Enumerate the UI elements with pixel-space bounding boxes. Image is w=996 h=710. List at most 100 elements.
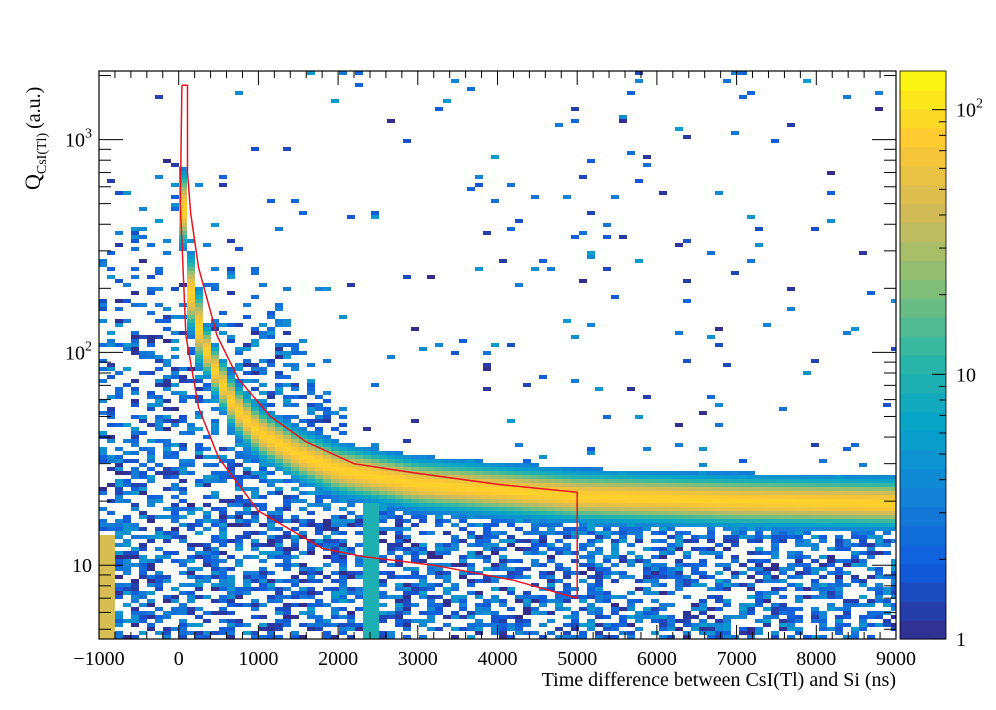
heatmap-cell bbox=[771, 603, 779, 607]
heatmap-cell bbox=[187, 263, 195, 267]
heatmap-cell bbox=[659, 487, 667, 491]
heatmap-cell bbox=[139, 611, 147, 615]
heatmap-cell bbox=[475, 591, 483, 595]
heatmap-cell bbox=[883, 495, 891, 499]
heatmap-cell bbox=[411, 495, 419, 499]
heatmap-cell bbox=[131, 267, 139, 271]
heatmap-cell bbox=[203, 543, 211, 547]
heatmap-cell bbox=[131, 595, 139, 599]
heatmap-cell bbox=[347, 599, 355, 603]
heatmap-cell bbox=[891, 347, 896, 351]
heatmap-cell bbox=[467, 531, 475, 535]
heatmap-cell bbox=[283, 459, 291, 463]
heatmap-cell bbox=[315, 615, 323, 619]
heatmap-cell bbox=[731, 583, 739, 587]
heatmap-cell bbox=[699, 511, 707, 515]
heatmap-cell bbox=[803, 527, 811, 531]
heatmap-cell bbox=[179, 219, 187, 223]
heatmap-cell bbox=[563, 527, 571, 531]
heatmap-cell bbox=[635, 599, 643, 603]
heatmap-cell bbox=[435, 107, 443, 111]
heatmap-cell bbox=[363, 559, 371, 563]
heatmap-cell bbox=[723, 495, 731, 499]
heatmap-cell bbox=[619, 559, 627, 563]
heatmap-cell bbox=[355, 523, 363, 527]
heatmap-cell bbox=[355, 595, 363, 599]
heatmap-cell bbox=[299, 563, 307, 567]
heatmap-cell bbox=[787, 511, 795, 515]
heatmap-cell bbox=[891, 595, 896, 599]
heatmap-cell bbox=[675, 535, 683, 539]
heatmap-cell bbox=[867, 623, 875, 627]
heatmap-cell bbox=[235, 415, 243, 419]
heatmap-cell bbox=[787, 479, 795, 483]
heatmap-cell bbox=[595, 551, 603, 555]
heatmap-cell bbox=[403, 439, 411, 443]
heatmap-cell bbox=[547, 527, 555, 531]
heatmap-cell bbox=[435, 611, 443, 615]
heatmap-cell bbox=[643, 527, 651, 531]
heatmap-cell bbox=[115, 527, 123, 531]
heatmap-cell bbox=[867, 547, 875, 551]
heatmap-cell bbox=[171, 383, 179, 387]
heatmap-cell bbox=[355, 563, 363, 567]
heatmap-cell bbox=[291, 363, 299, 367]
heatmap-cell bbox=[275, 431, 283, 435]
heatmap-cell bbox=[299, 351, 307, 355]
heatmap-cell bbox=[707, 575, 715, 579]
heatmap-cell bbox=[643, 515, 651, 519]
heatmap-cell bbox=[251, 475, 259, 479]
heatmap-cell bbox=[523, 459, 531, 463]
heatmap-cell bbox=[163, 319, 171, 323]
heatmap-cell bbox=[363, 599, 371, 603]
heatmap-cell bbox=[523, 607, 531, 611]
heatmap-cell bbox=[851, 475, 859, 479]
heatmap-cell bbox=[323, 447, 331, 451]
heatmap-cell bbox=[347, 619, 355, 623]
heatmap-cell bbox=[371, 547, 379, 551]
heatmap-cell bbox=[835, 515, 843, 519]
heatmap-cell bbox=[587, 619, 595, 623]
heatmap-cell bbox=[155, 515, 163, 519]
heatmap-cell bbox=[243, 419, 251, 423]
heatmap-cell bbox=[339, 483, 347, 487]
heatmap-cell bbox=[259, 471, 267, 475]
heatmap-cell bbox=[691, 475, 699, 479]
heatmap-cell bbox=[891, 527, 896, 531]
heatmap-cell bbox=[187, 351, 195, 355]
heatmap-cell bbox=[419, 467, 427, 471]
heatmap-cell bbox=[499, 563, 507, 567]
heatmap-cell bbox=[179, 379, 187, 383]
heatmap-cell bbox=[123, 367, 131, 371]
heatmap-cell bbox=[275, 447, 283, 451]
heatmap-cell bbox=[699, 583, 707, 587]
heatmap-cell bbox=[475, 459, 483, 463]
heatmap-cell bbox=[595, 579, 603, 583]
heatmap-cell bbox=[611, 571, 619, 575]
heatmap-cell bbox=[195, 323, 203, 327]
heatmap-cell bbox=[323, 287, 331, 291]
heatmap-cell bbox=[291, 495, 299, 499]
heatmap-cell bbox=[363, 603, 371, 607]
heatmap-cell bbox=[659, 523, 667, 527]
heatmap-cell bbox=[331, 451, 339, 455]
colorbar-band bbox=[900, 525, 946, 545]
heatmap-cell bbox=[299, 591, 307, 595]
heatmap-cell bbox=[227, 391, 235, 395]
heatmap-cell bbox=[635, 475, 643, 479]
heatmap-cell bbox=[763, 591, 771, 595]
heatmap-cell bbox=[755, 571, 763, 575]
heatmap-cell bbox=[307, 471, 315, 475]
heatmap-cell bbox=[451, 547, 459, 551]
heatmap-cell bbox=[491, 587, 499, 591]
heatmap-cell bbox=[563, 515, 571, 519]
heatmap-cell bbox=[619, 479, 627, 483]
heatmap-cell bbox=[155, 267, 163, 271]
heatmap-cell bbox=[139, 419, 147, 423]
heatmap-cell bbox=[803, 515, 811, 519]
heatmap-cell bbox=[763, 535, 771, 539]
heatmap-cell bbox=[635, 495, 643, 499]
heatmap-cell bbox=[683, 483, 691, 487]
heatmap-cell bbox=[155, 531, 163, 535]
heatmap-cell bbox=[267, 523, 275, 527]
